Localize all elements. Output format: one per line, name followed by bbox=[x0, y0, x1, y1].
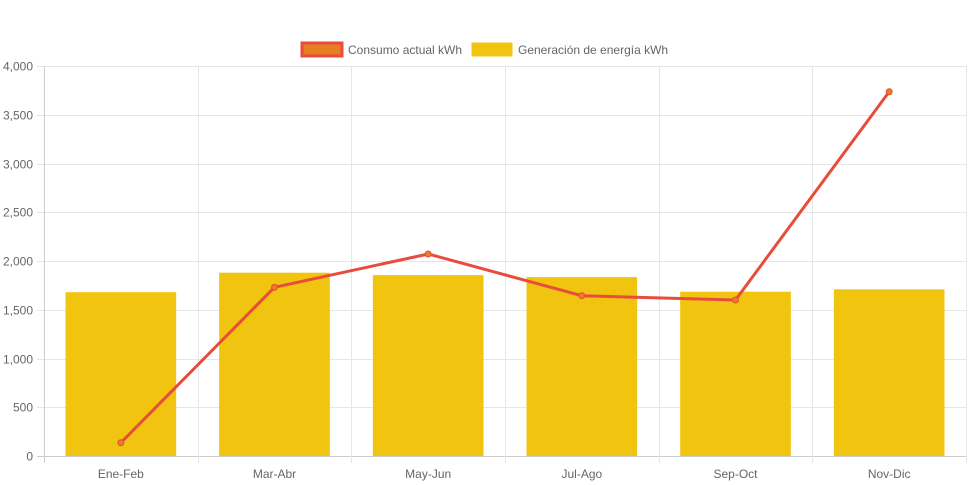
legend-swatch-consumo bbox=[300, 41, 344, 58]
line-point[interactable] bbox=[732, 296, 739, 304]
y-tick-label: 4,000 bbox=[3, 60, 33, 74]
y-tick-label: 1,000 bbox=[3, 353, 33, 367]
line-series bbox=[117, 88, 893, 447]
legend-label-generacion: Generación de energía kWh bbox=[518, 43, 668, 57]
y-tick-label: 3,000 bbox=[3, 158, 33, 172]
bar[interactable] bbox=[680, 291, 791, 456]
x-tick-label: May-Jun bbox=[405, 467, 451, 481]
bar[interactable] bbox=[526, 277, 638, 456]
x-axis: Ene-Feb Mar-Abr May-Jun Jul-Ago Sep-Oct Nov-D… bbox=[98, 467, 911, 481]
y-tick-label: 3,500 bbox=[3, 109, 33, 123]
x-tick-label: Sep-Oct bbox=[713, 467, 758, 481]
x-tick-label: Jul-Ago bbox=[561, 467, 602, 481]
line-point[interactable] bbox=[271, 283, 278, 291]
y-tick-label: 1,500 bbox=[3, 304, 33, 318]
line-point[interactable] bbox=[117, 439, 125, 447]
x-tick-label: Mar-Abr bbox=[253, 467, 296, 481]
legend-item-generacion[interactable]: Generación de energía kWh bbox=[471, 42, 668, 57]
legend-swatch-generacion bbox=[471, 42, 513, 57]
grid bbox=[37, 66, 967, 463]
y-tick-label: 500 bbox=[13, 401, 33, 415]
y-tick-label: 0 bbox=[26, 450, 33, 464]
line-path bbox=[119, 90, 891, 444]
bar[interactable] bbox=[65, 292, 177, 456]
line-point[interactable] bbox=[424, 250, 432, 258]
y-axis: 0 500 1,000 1,500 2,000 2,500 3,000 3,500 4,000 bbox=[3, 60, 33, 464]
bar[interactable] bbox=[219, 272, 330, 456]
line-point[interactable] bbox=[885, 88, 893, 96]
bar[interactable] bbox=[372, 275, 484, 456]
x-tick-label: Ene-Feb bbox=[98, 467, 144, 481]
legend: Consumo actual kWh Generación de energía… bbox=[300, 41, 668, 58]
bar-series bbox=[65, 272, 945, 456]
legend-label-consumo: Consumo actual kWh bbox=[348, 43, 462, 57]
x-tick-label: Nov-Dic bbox=[868, 467, 911, 481]
legend-item-consumo[interactable]: Consumo actual kWh bbox=[300, 41, 462, 58]
y-tick-label: 2,500 bbox=[3, 206, 33, 220]
bar[interactable] bbox=[833, 289, 945, 456]
line-point[interactable] bbox=[578, 292, 586, 300]
y-tick-label: 2,000 bbox=[3, 255, 33, 269]
